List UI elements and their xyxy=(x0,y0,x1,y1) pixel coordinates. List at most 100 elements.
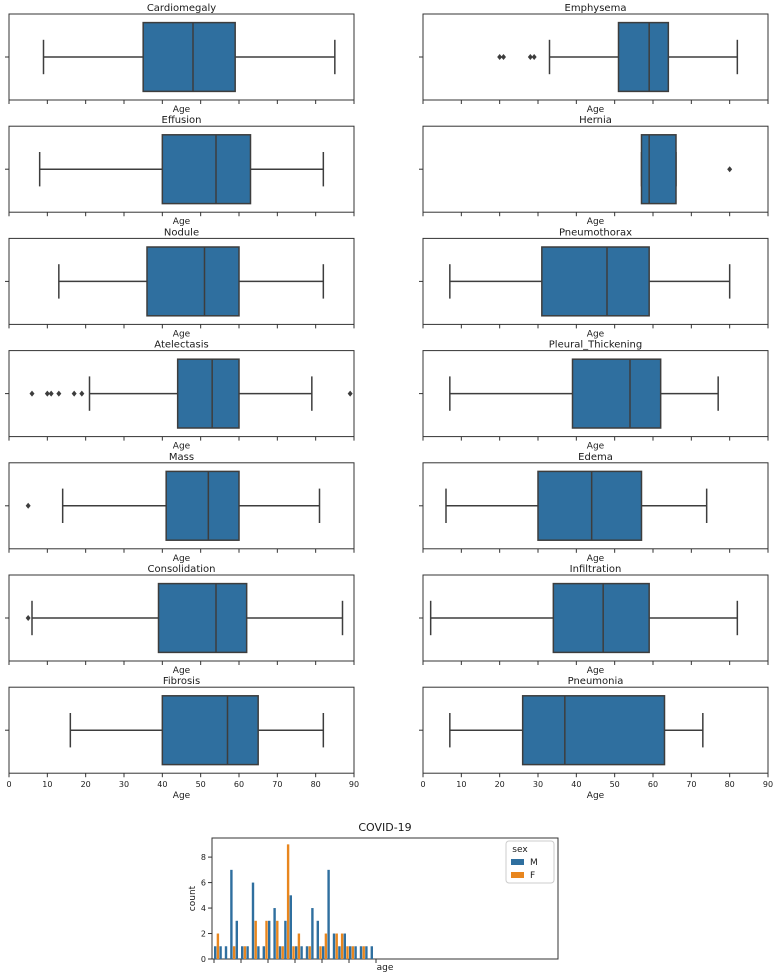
covid-bar-M xyxy=(327,869,330,959)
x-tick-label: 0 xyxy=(6,780,11,789)
covid-bar-M xyxy=(305,946,309,959)
x-tick-label: 20 xyxy=(495,780,505,789)
boxplot-panel-nodule: Nodule Age xyxy=(5,227,355,339)
covid-bar-M xyxy=(316,920,319,959)
panel-title: Emphysema xyxy=(565,3,627,14)
iqr-box xyxy=(521,695,666,766)
covid-bar-F xyxy=(281,946,284,959)
iqr-box xyxy=(617,21,670,93)
covid-bar-F xyxy=(254,920,257,959)
covid-bar-F xyxy=(286,844,290,959)
covid-bar-M xyxy=(300,946,303,959)
outlier-point xyxy=(347,390,353,397)
axes-frame xyxy=(422,125,769,213)
outlier-point xyxy=(727,166,733,173)
boxplot-panel-pneumonia: Pneumonia Age 0 10 20 30 40 50 60 70 80 90 xyxy=(419,676,773,801)
covid-bar-M xyxy=(359,946,363,959)
boxplot-panel-atelectasis: Atelectasis Age xyxy=(5,340,355,452)
x-axis-label: Age xyxy=(173,217,191,227)
iqr-box xyxy=(176,358,240,429)
panel-title: Pneumothorax xyxy=(559,227,632,238)
iqr-box xyxy=(157,582,248,654)
x-tick-label: 70 xyxy=(272,780,282,789)
x-axis-label: Age xyxy=(587,217,605,227)
outlier-point xyxy=(29,390,35,397)
covid-title: COVID-19 xyxy=(358,821,411,834)
covid-bar-M xyxy=(365,946,368,959)
covid-y-tick-label: 6 xyxy=(201,879,206,888)
iqr-box xyxy=(165,470,240,541)
x-tick-label: 10 xyxy=(42,780,52,789)
x-tick-label: 60 xyxy=(648,780,658,789)
x-tick-label: 30 xyxy=(533,780,543,789)
legend-swatch-F xyxy=(511,872,524,878)
covid-bar-F xyxy=(362,946,365,959)
boxplot-panel-fibrosis: Fibrosis Age 0 10 20 30 40 50 60 70 80 90 xyxy=(5,676,359,801)
covid-bar-F xyxy=(276,920,279,959)
covid-bar-M xyxy=(338,946,341,959)
boxplot-panel-infiltration: Infiltration Age xyxy=(419,564,769,676)
covid-bar-M xyxy=(322,946,325,959)
panel-title: Consolidation xyxy=(148,564,216,575)
outlier-point xyxy=(25,615,31,621)
boxplot-panel-effusion: Effusion Age xyxy=(5,115,355,227)
x-axis-label: Age xyxy=(173,442,191,452)
covid-bar-F xyxy=(335,933,338,959)
x-axis-label: Age xyxy=(173,791,191,801)
boxplot-panel-hernia: Hernia Age xyxy=(419,115,769,227)
covid-y-tick-label: 0 xyxy=(201,955,206,964)
boxplot-panel-consolidation: Consolidation Age xyxy=(5,564,355,676)
outlier-point xyxy=(531,54,537,60)
covid-x-axis-label: age xyxy=(377,963,394,973)
covid-bar-M xyxy=(278,946,282,959)
x-tick-label: 70 xyxy=(686,780,696,789)
outlier-point xyxy=(79,390,85,397)
x-axis-label: Age xyxy=(173,666,191,676)
covid-bar-M xyxy=(219,946,222,959)
covid-y-tick-label: 8 xyxy=(201,853,206,862)
outlier-point xyxy=(56,390,62,397)
x-axis-label: Age xyxy=(587,329,605,339)
covid-bar-M xyxy=(241,946,244,959)
panel-title: Atelectasis xyxy=(154,340,208,351)
covid-bar-M xyxy=(268,920,271,959)
x-axis-label: Age xyxy=(587,666,605,676)
iqr-box xyxy=(161,134,252,205)
covid-bar-M xyxy=(214,946,217,959)
outlier-point xyxy=(497,54,503,60)
x-tick-label: 20 xyxy=(81,780,91,789)
covid-bar-M xyxy=(224,946,228,959)
covid-bar-F xyxy=(308,946,311,959)
x-tick-label: 10 xyxy=(456,780,466,789)
covid-bar-F xyxy=(340,933,344,959)
covid-bar-F xyxy=(243,946,247,959)
outlier-point xyxy=(527,54,533,60)
covid-bar-M xyxy=(370,946,373,959)
covid-y-axis-label: count xyxy=(188,885,198,911)
iqr-box xyxy=(552,582,650,654)
panel-title: Infiltration xyxy=(570,564,622,575)
x-tick-label: 80 xyxy=(725,780,735,789)
covid-bar-M xyxy=(284,920,287,959)
x-axis-label: Age xyxy=(587,105,605,115)
x-axis-label: Age xyxy=(587,554,605,564)
x-axis-label: Age xyxy=(173,105,191,115)
covid-bar-M xyxy=(343,933,346,959)
x-tick-label: 60 xyxy=(234,780,244,789)
panel-title: Pleural_Thickening xyxy=(549,340,642,351)
iqr-box xyxy=(541,246,650,317)
boxplot-panel-pneumothorax: Pneumothorax Age xyxy=(419,227,769,339)
covid-bar-M xyxy=(257,946,260,959)
outlier-point xyxy=(48,390,54,397)
legend-title: sex xyxy=(512,845,528,855)
covid-bar-F xyxy=(292,946,295,959)
covid-bar-M xyxy=(235,920,238,959)
x-axis-label: Age xyxy=(173,329,191,339)
legend-label-M: M xyxy=(530,858,538,868)
covid-bar-M xyxy=(273,908,276,959)
covid-bar-M xyxy=(332,933,336,959)
outlier-point xyxy=(44,390,50,397)
covid-bar-M xyxy=(251,882,255,959)
covid-y-tick-label: 4 xyxy=(201,904,206,913)
